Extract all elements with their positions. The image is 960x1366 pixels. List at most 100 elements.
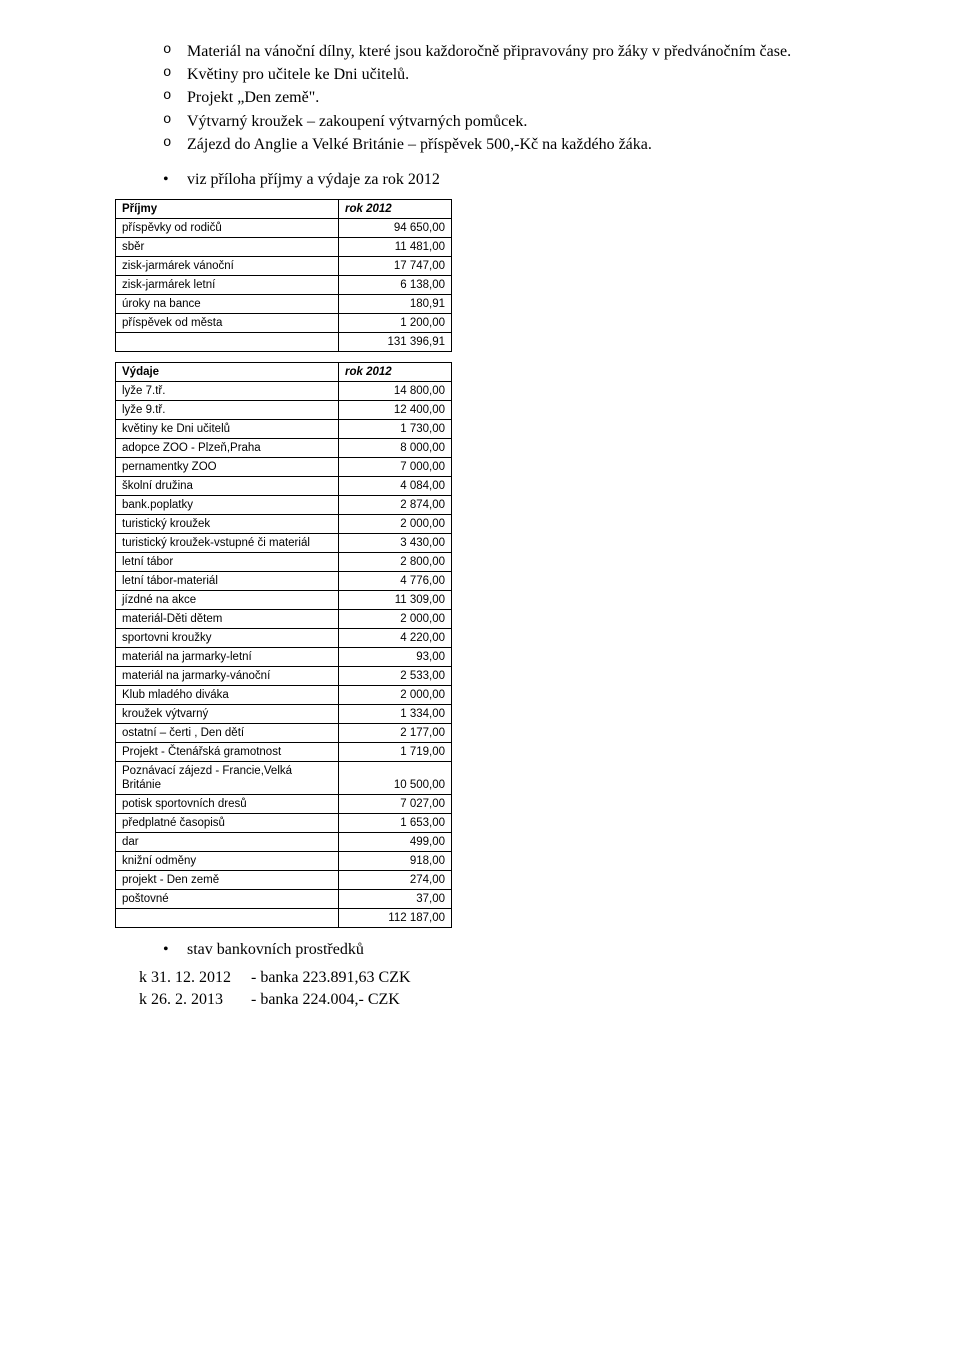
table-header: Výdaje <box>116 363 339 382</box>
table-cell-value: 4 084,00 <box>339 477 452 496</box>
table-row: kroužek výtvarný1 334,00 <box>116 705 452 724</box>
attachment-list: viz příloha příjmy a výdaje za rok 2012 <box>115 168 870 191</box>
table-cell-value: 8 000,00 <box>339 439 452 458</box>
table-cell-value: 6 138,00 <box>339 276 452 295</box>
table-row: lyže 7.tř.14 800,00 <box>116 382 452 401</box>
table-cell-label: dar <box>116 832 339 851</box>
table-row: sběr11 481,00 <box>116 238 452 257</box>
footer-bullet: stav bankovních prostředků <box>163 938 870 961</box>
table-row: sportovni kroužky4 220,00 <box>116 629 452 648</box>
table-row: příspěvek od města1 200,00 <box>116 314 452 333</box>
table-cell-value: 12 400,00 <box>339 401 452 420</box>
footer-lines: k 31. 12. 2012 - banka 223.891,63 CZK k … <box>115 967 870 1010</box>
table-cell-label: pernamentky ZOO <box>116 458 339 477</box>
table-cell-label: zisk-jarmárek letní <box>116 276 339 295</box>
table-row: zisk-jarmárek vánoční17 747,00 <box>116 257 452 276</box>
table-cell-label: materiál na jarmarky-letní <box>116 648 339 667</box>
table-cell-value: 10 500,00 <box>339 762 452 795</box>
table-row: 131 396,91 <box>116 333 452 352</box>
table-row: potisk sportovních dresů7 027,00 <box>116 794 452 813</box>
table-cell-value: 4 776,00 <box>339 572 452 591</box>
table-cell-label: předplatné časopisů <box>116 813 339 832</box>
table-cell-label: ostatní – čerti , Den dětí <box>116 724 339 743</box>
table-cell-label: lyže 7.tř. <box>116 382 339 401</box>
table-cell-value: 2 177,00 <box>339 724 452 743</box>
table-cell-label: materiál-Děti dětem <box>116 610 339 629</box>
intro-item: Materiál na vánoční dílny, které jsou ka… <box>163 40 870 63</box>
table-row: Poznávací zájezd - Francie,Velká Británi… <box>116 762 452 795</box>
table-row: zisk-jarmárek letní6 138,00 <box>116 276 452 295</box>
table-cell-label: letní tábor-materiál <box>116 572 339 591</box>
table-cell-value: 3 430,00 <box>339 534 452 553</box>
table-cell-value: 2 000,00 <box>339 610 452 629</box>
table-header: rok 2012 <box>339 363 452 382</box>
footer-line: k 31. 12. 2012 - banka 223.891,63 CZK <box>139 967 870 989</box>
table-cell-value: 180,91 <box>339 295 452 314</box>
table-row: knižní odměny918,00 <box>116 851 452 870</box>
table-cell-label: materiál na jarmarky-vánoční <box>116 667 339 686</box>
table-row: letní tábor2 800,00 <box>116 553 452 572</box>
table-cell-label: květiny ke Dni učitelů <box>116 420 339 439</box>
intro-item: Projekt „Den země". <box>163 86 870 109</box>
table-row: Projekt - Čtenářská gramotnost1 719,00 <box>116 743 452 762</box>
intro-list: Materiál na vánoční dílny, které jsou ka… <box>115 40 870 156</box>
table-cell-value: 11 309,00 <box>339 591 452 610</box>
table-cell-value: 2 533,00 <box>339 667 452 686</box>
table-row: turistický kroužek2 000,00 <box>116 515 452 534</box>
table-cell-label: poštovné <box>116 889 339 908</box>
table-cell-value: 1 653,00 <box>339 813 452 832</box>
table-cell-label: Klub mladého diváka <box>116 686 339 705</box>
table-cell-label: příspěvky od rodičů <box>116 219 339 238</box>
table-row: turistický kroužek-vstupné či materiál3 … <box>116 534 452 553</box>
table-cell-value: 2 874,00 <box>339 496 452 515</box>
table-cell-value: 918,00 <box>339 851 452 870</box>
table-cell-value: 1 200,00 <box>339 314 452 333</box>
table-row: bank.poplatky2 874,00 <box>116 496 452 515</box>
table-cell-value: 7 000,00 <box>339 458 452 477</box>
table-cell-label: příspěvek od města <box>116 314 339 333</box>
table-cell-label: kroužek výtvarný <box>116 705 339 724</box>
table-cell-label: lyže 9.tř. <box>116 401 339 420</box>
table-cell-value: 499,00 <box>339 832 452 851</box>
table-cell-value: 112 187,00 <box>339 908 452 927</box>
table-row: pernamentky ZOO7 000,00 <box>116 458 452 477</box>
table-cell-label: turistický kroužek-vstupné či materiál <box>116 534 339 553</box>
table-cell-label: zisk-jarmárek vánoční <box>116 257 339 276</box>
table-cell-label: letní tábor <box>116 553 339 572</box>
table-cell-value: 4 220,00 <box>339 629 452 648</box>
table-vydaje: Výdaje rok 2012 lyže 7.tř.14 800,00lyže … <box>115 362 452 928</box>
table-cell-label: Poznávací zájezd - Francie,Velká Británi… <box>116 762 339 795</box>
table-row: lyže 9.tř.12 400,00 <box>116 401 452 420</box>
table-row: předplatné časopisů1 653,00 <box>116 813 452 832</box>
table-cell-value: 93,00 <box>339 648 452 667</box>
table-cell-value: 1 730,00 <box>339 420 452 439</box>
table-row: příspěvky od rodičů94 650,00 <box>116 219 452 238</box>
table-cell-value: 2 000,00 <box>339 686 452 705</box>
table-row: 112 187,00 <box>116 908 452 927</box>
table-cell-value: 7 027,00 <box>339 794 452 813</box>
table-cell-label: adopce ZOO - Plzeň,Praha <box>116 439 339 458</box>
table-cell-label: Projekt - Čtenářská gramotnost <box>116 743 339 762</box>
table-cell-label: sběr <box>116 238 339 257</box>
table-cell-label: školní družina <box>116 477 339 496</box>
table-row: jízdné na akce11 309,00 <box>116 591 452 610</box>
intro-item: Výtvarný kroužek – zakoupení výtvarných … <box>163 110 870 133</box>
table-cell-label: sportovni kroužky <box>116 629 339 648</box>
table-cell-value: 94 650,00 <box>339 219 452 238</box>
table-header: rok 2012 <box>339 200 452 219</box>
table-row: letní tábor-materiál4 776,00 <box>116 572 452 591</box>
table-prijmy: Příjmy rok 2012 příspěvky od rodičů94 65… <box>115 199 452 352</box>
table-cell-label: projekt - Den země <box>116 870 339 889</box>
table-cell-label: bank.poplatky <box>116 496 339 515</box>
intro-item: Zájezd do Anglie a Velké Británie – přís… <box>163 133 870 156</box>
intro-item: Květiny pro učitele ke Dni učitelů. <box>163 63 870 86</box>
table-cell-label <box>116 333 339 352</box>
table-cell-value: 274,00 <box>339 870 452 889</box>
table-row: Klub mladého diváka2 000,00 <box>116 686 452 705</box>
table-cell-value: 131 396,91 <box>339 333 452 352</box>
table-cell-value: 37,00 <box>339 889 452 908</box>
table-row: adopce ZOO - Plzeň,Praha8 000,00 <box>116 439 452 458</box>
table-row: školní družina4 084,00 <box>116 477 452 496</box>
table-cell-value: 1 719,00 <box>339 743 452 762</box>
table-header: Příjmy <box>116 200 339 219</box>
